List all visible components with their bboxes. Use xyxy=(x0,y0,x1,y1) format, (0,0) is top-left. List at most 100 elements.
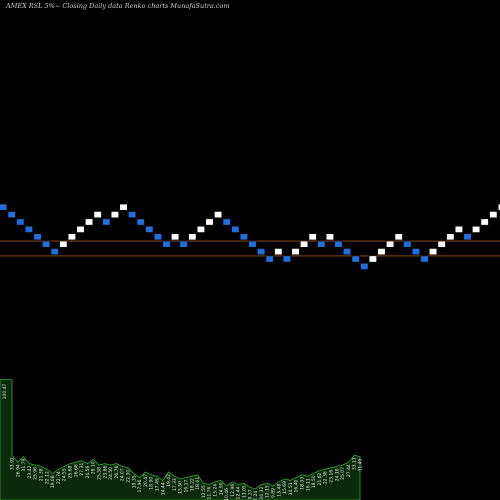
brick-up xyxy=(188,233,197,241)
volume-label: 23.66 xyxy=(102,465,108,478)
volume-label: 26.76 xyxy=(114,465,120,478)
volume-label: 18.90 xyxy=(149,477,155,490)
volume-label: 14.44 xyxy=(160,482,166,495)
volume-label: 24.55 xyxy=(62,468,68,481)
volume-label: 19.35 xyxy=(131,475,137,488)
volume-label: 17.49 xyxy=(155,478,161,491)
brick-up xyxy=(274,248,283,255)
brick-down xyxy=(257,248,266,255)
brick-up xyxy=(76,226,85,233)
brick-down xyxy=(360,263,369,270)
volume-label: 15.50 xyxy=(178,481,184,494)
brick-down xyxy=(239,233,248,241)
volume-label: 16.40 xyxy=(294,479,300,492)
brick-up xyxy=(472,226,481,233)
brick-up xyxy=(300,240,309,248)
brick-down xyxy=(231,226,240,233)
volume-label: 19.42 xyxy=(166,474,172,487)
brick-down xyxy=(0,203,8,211)
brick-up xyxy=(59,240,68,248)
volume-label: 12.55 xyxy=(201,485,207,498)
brick-down xyxy=(102,218,111,226)
brick-up xyxy=(377,248,386,255)
brick-up xyxy=(85,218,94,226)
brick-down xyxy=(351,255,360,263)
volume-label: 22.74 xyxy=(56,471,62,484)
brick-up xyxy=(489,211,498,218)
volume-label: 31.79 xyxy=(21,458,27,471)
brick-up xyxy=(110,211,119,218)
volume-label: 14.51 xyxy=(288,482,294,495)
volume-label: 22.30 xyxy=(126,470,132,483)
volume-label: 13.24 xyxy=(213,484,219,497)
brick-down xyxy=(33,233,42,241)
volume-label: 23.16 xyxy=(329,470,335,483)
volume-label: 24.56 xyxy=(85,465,91,478)
brick-down xyxy=(7,211,16,218)
volume-label: 22.38 xyxy=(323,471,329,484)
volume-label: 33.11 xyxy=(352,457,358,470)
brick-down xyxy=(343,248,352,255)
volume-label: 22.12 xyxy=(44,471,50,484)
brick-down xyxy=(145,226,154,233)
volume-label: 15.69 xyxy=(282,481,288,494)
volume-label: 9.89 xyxy=(271,488,277,498)
brick-up xyxy=(196,226,205,233)
volume-label: 27.31 xyxy=(79,463,85,476)
brick-down xyxy=(463,233,472,241)
brick-up xyxy=(205,218,214,226)
volume-label: 25.96 xyxy=(33,467,39,480)
brick-down xyxy=(42,240,51,248)
volume-label: 25.07 xyxy=(340,467,346,480)
brick-down xyxy=(24,226,33,233)
brick-down xyxy=(128,211,137,218)
brick-down xyxy=(162,240,171,248)
brick-down xyxy=(282,255,291,263)
brick-down xyxy=(334,240,343,248)
brick-up xyxy=(214,211,223,218)
volume-label: 24.07 xyxy=(120,468,126,481)
chart-title: AMEX RSL 5%~ Closing Daily data Renko ch… xyxy=(6,2,230,10)
volume-label: 18.50 xyxy=(311,475,317,488)
brick-up xyxy=(437,240,446,248)
brick-up xyxy=(67,233,76,241)
volume-label: 26.68 xyxy=(73,464,79,477)
volume-label: 17.96 xyxy=(137,479,143,492)
volume-label: 13.48 xyxy=(276,484,282,497)
brick-up xyxy=(497,203,500,211)
volume-label: 14.90 xyxy=(218,482,224,495)
volume-label: 24.18 xyxy=(334,468,340,481)
brick-down xyxy=(248,240,257,248)
brick-down xyxy=(16,218,25,226)
volume-label: 12.44 xyxy=(236,486,242,499)
volume-label: 25.58 xyxy=(97,467,103,480)
volume-label: 25.68 xyxy=(68,465,74,478)
brick-up xyxy=(119,203,128,211)
brick-up xyxy=(93,211,102,218)
brick-up xyxy=(454,226,463,233)
volume-label: 12.96 xyxy=(230,484,236,497)
volume-label: 21.62 xyxy=(317,472,323,485)
volume-label: 11.76 xyxy=(207,486,213,499)
volume-label: 100.47 xyxy=(2,383,8,399)
volume-label: 28.10 xyxy=(91,461,97,474)
brick-down xyxy=(179,240,188,248)
volume-label: 10.32 xyxy=(259,486,265,499)
volume-label: 31.49 xyxy=(358,458,364,471)
brick-down xyxy=(265,255,274,263)
volume-label: 26.94 xyxy=(15,464,21,477)
volume-label: 21.38 xyxy=(39,468,45,481)
brick-down xyxy=(403,240,412,248)
volume-label: 7.24 xyxy=(253,491,259,500)
brick-down xyxy=(222,218,231,226)
volume-label: 18.01 xyxy=(195,477,201,490)
volume-label: 27.44 xyxy=(346,464,352,477)
volume-fill xyxy=(0,379,361,500)
volume-area xyxy=(0,379,361,500)
volume-label: 10.46 xyxy=(224,488,230,500)
volume-label: 11.05 xyxy=(242,485,248,498)
volume-label: 16.17 xyxy=(184,479,190,492)
brick-down xyxy=(136,218,145,226)
